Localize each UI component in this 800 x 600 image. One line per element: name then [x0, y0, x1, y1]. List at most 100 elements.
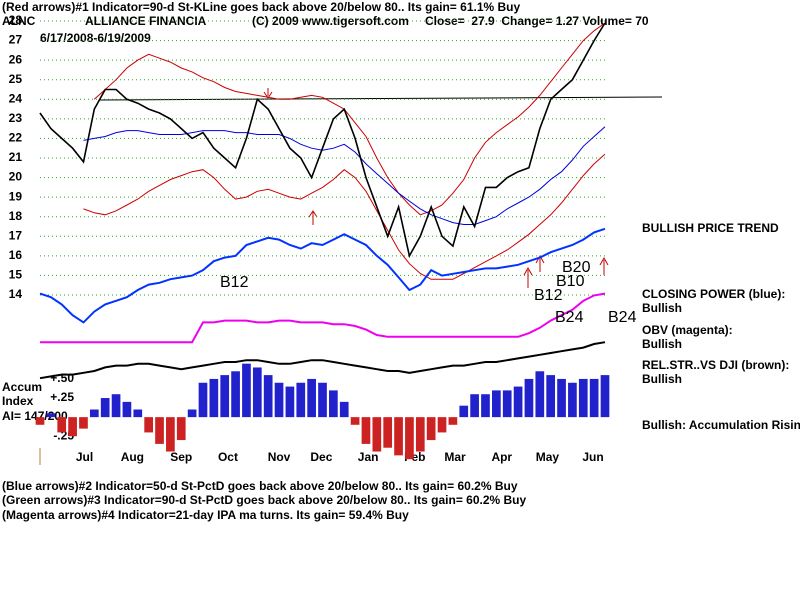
y-tick-label: +.50 — [50, 371, 74, 385]
y-tick-label: 20 — [9, 170, 23, 184]
accum-bar — [405, 417, 414, 460]
accum-bar — [502, 390, 512, 418]
accum-bar — [57, 417, 67, 433]
series-line — [83, 126, 606, 225]
accum-bar — [415, 417, 425, 452]
panel-label: Accum — [2, 380, 42, 394]
accum-bar — [176, 417, 186, 441]
arrow — [308, 210, 318, 225]
series-line — [39, 22, 606, 259]
series-line — [83, 153, 606, 280]
accum-bar — [470, 394, 479, 418]
y-tick-label: 19 — [9, 189, 23, 203]
accum-bar — [557, 378, 566, 418]
accum-bar — [155, 417, 164, 444]
accum-bar — [361, 417, 371, 444]
y-tick-label: 26 — [9, 52, 23, 66]
y-tick-label: 14 — [9, 287, 23, 301]
accum-bar — [46, 413, 56, 418]
y-tick-label: 23 — [9, 111, 23, 125]
x-tick-label: Oct — [218, 450, 238, 464]
accum-bar — [589, 378, 599, 418]
accum-bar — [220, 375, 230, 418]
company: ALLIANCE FINANCIA — [85, 14, 207, 28]
accum-bar — [285, 386, 295, 418]
arrows — [263, 88, 609, 288]
annotation: B10 — [556, 273, 585, 290]
side-label: Bullish — [642, 337, 682, 351]
x-tick-label: Aug — [121, 450, 144, 464]
footer-line: (Magenta arrows)#4 Indicator=21-day IPA … — [2, 508, 409, 522]
x-tick-label: Dec — [310, 450, 332, 464]
side-label: REL.STR..VS DJI (brown): — [642, 358, 789, 372]
accum-bar — [187, 409, 197, 418]
accum-bar — [307, 378, 316, 418]
accum-bar — [350, 417, 360, 425]
accum-bar — [122, 401, 132, 418]
side-label: OBV (magenta): — [642, 323, 733, 337]
y-tick-label: 16 — [9, 248, 23, 262]
accum-bar — [578, 378, 588, 418]
accum-bar — [481, 394, 490, 418]
footer-line: (Blue arrows)#2 Indicator=50-d St-PctD g… — [2, 479, 518, 493]
accum-bar — [263, 375, 273, 418]
y-tick-label: 21 — [9, 150, 23, 164]
date-range: 6/17/2008-6/19/2009 — [40, 31, 151, 45]
side-label: BULLISH PRICE TREND — [642, 221, 779, 235]
arrow — [523, 266, 533, 288]
accum-bar — [242, 363, 251, 418]
y-tick-label: 24 — [9, 91, 23, 105]
accum-bar — [437, 417, 447, 433]
panel-label: AI= 147/200 — [2, 409, 68, 423]
panel-label: Index — [2, 394, 34, 408]
accum-bar — [524, 378, 534, 418]
arrow — [599, 256, 609, 275]
series-line — [93, 22, 606, 216]
x-tick-label: May — [536, 450, 560, 464]
accum-bar — [209, 378, 219, 418]
annotation: B20 — [562, 259, 591, 276]
x-tick-label: Jun — [582, 450, 603, 464]
accum-bar — [35, 417, 45, 425]
accum-bar — [459, 405, 469, 418]
accum-bar — [296, 382, 306, 418]
y-tick-label: 15 — [9, 268, 23, 282]
side-label: Bullish — [642, 301, 682, 315]
accum-bar — [68, 417, 77, 437]
accum-bar — [79, 417, 88, 429]
side-label: Bullish: Accumulation Rising — [642, 418, 800, 432]
x-tick-label: Sep — [170, 450, 192, 464]
x-tick-label: Jan — [358, 450, 379, 464]
copyright: (C) 2009 www.tigersoft.com — [252, 14, 409, 28]
y-tick-label: 28 — [9, 13, 23, 27]
accum-bar — [546, 375, 556, 418]
accum-bar — [111, 394, 121, 418]
accum-bar — [513, 386, 523, 418]
series-line — [39, 227, 606, 324]
accum-bar — [600, 375, 610, 418]
side-label: Bullish — [642, 372, 682, 386]
accum-bar — [448, 417, 458, 425]
header-indicator: (Red arrows)#1 Indicator=90-d St-KLine g… — [2, 0, 520, 14]
accum-bar — [252, 367, 262, 418]
annotation: B24 — [608, 309, 637, 326]
accum-bar — [339, 401, 349, 418]
accum-bar — [89, 409, 99, 418]
accum-bar — [133, 409, 143, 418]
footer-line: (Green arrows)#3 Indicator=90-d St-PctD … — [2, 493, 527, 507]
accum-bar — [166, 417, 175, 452]
y-tick-label: 18 — [9, 209, 23, 223]
accum-bar — [198, 382, 208, 418]
annotation: B12 — [534, 287, 563, 304]
ticker: ALNC — [2, 14, 36, 28]
x-tick-label: Mar — [444, 450, 466, 464]
accum-bar — [568, 382, 577, 418]
y-tick-label: 22 — [9, 131, 23, 145]
x-tick-label: Apr — [491, 450, 512, 464]
accum-bar — [394, 417, 403, 456]
y-tick-label: +.25 — [50, 390, 74, 404]
series-line — [39, 341, 606, 380]
accum-bar — [426, 417, 436, 441]
